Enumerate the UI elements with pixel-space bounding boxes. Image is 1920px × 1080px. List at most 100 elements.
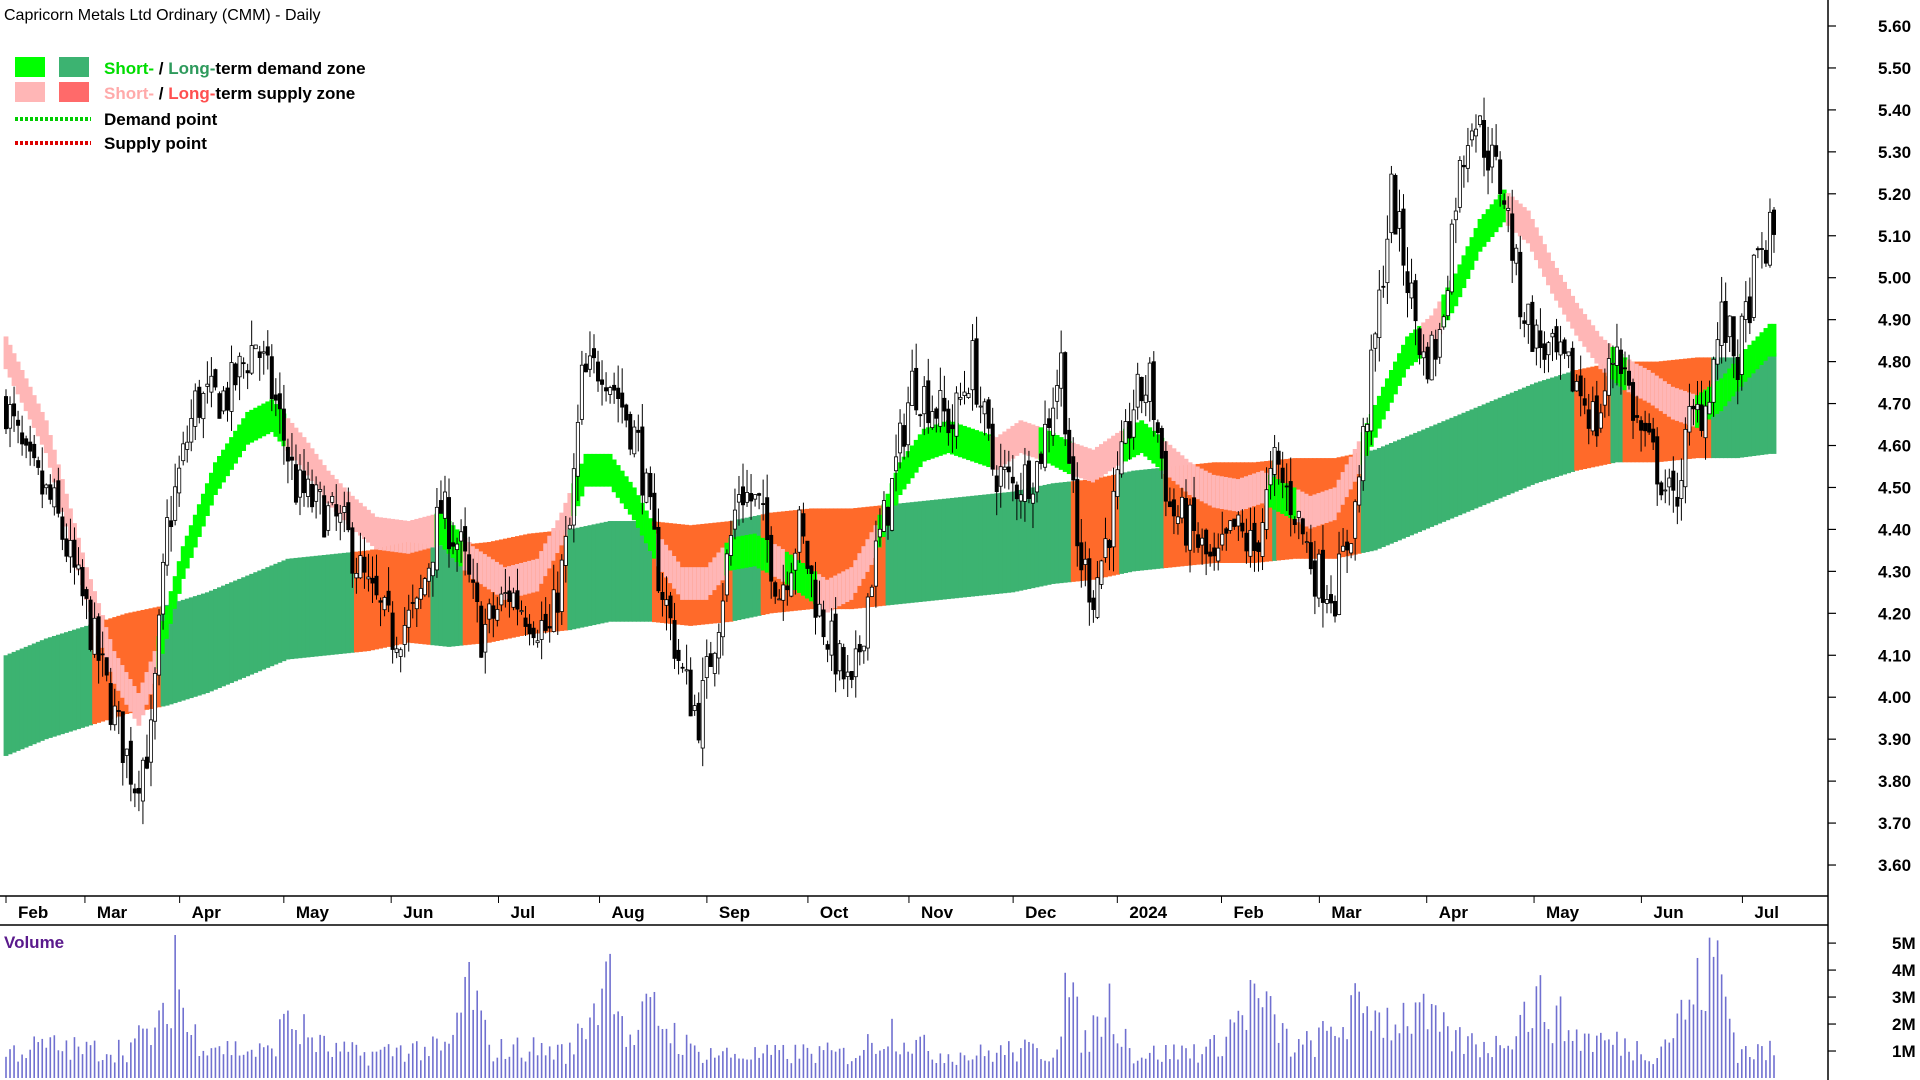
short-zone-slice — [1304, 493, 1310, 527]
short-zone-slice — [1147, 427, 1153, 461]
short-zone-slice — [184, 535, 190, 569]
candle-body — [1445, 290, 1450, 317]
long-zone-slice — [1022, 489, 1028, 590]
candle-body — [1067, 429, 1072, 464]
short-zone-slice — [31, 395, 37, 428]
candle-body — [306, 478, 311, 497]
long-zone-slice — [813, 508, 818, 610]
long-zone-slice — [1090, 479, 1096, 580]
candle-body — [128, 740, 133, 785]
candle-body — [338, 512, 343, 523]
candle-body — [1683, 428, 1688, 488]
candle-body — [225, 387, 230, 411]
long-zone-slice — [1723, 357, 1729, 459]
long-zone-slice — [1376, 448, 1382, 549]
long-zone-slice — [571, 528, 577, 630]
short-zone-slice — [635, 495, 641, 528]
candle-body — [732, 509, 737, 530]
candle-body — [426, 567, 431, 582]
candle-body — [1216, 547, 1221, 562]
long-zone-slice — [631, 521, 637, 622]
short-zone-slice — [1256, 472, 1261, 505]
long-zone-slice — [1751, 355, 1757, 456]
long-zone-slice — [595, 523, 601, 625]
candle-body — [1333, 600, 1338, 617]
candle-body — [1083, 558, 1088, 565]
candle-body — [1079, 542, 1084, 571]
long-zone-slice — [1525, 385, 1531, 487]
candle-body — [1204, 529, 1209, 555]
candle-body — [44, 484, 49, 489]
candle-body — [877, 528, 882, 538]
short-zone-slice — [1678, 389, 1684, 423]
candle-body — [805, 540, 810, 569]
short-zone-slice — [124, 672, 130, 705]
short-zone-slice — [643, 510, 649, 544]
short-zone-slice — [543, 543, 549, 577]
long-zone-slice — [591, 524, 597, 626]
candle-body — [1514, 247, 1519, 264]
long-zone-slice — [1006, 492, 1012, 593]
long-zone-slice — [164, 604, 170, 706]
candle-body — [1679, 480, 1684, 499]
candle-body — [527, 623, 532, 635]
candle-body — [1139, 376, 1144, 402]
candle-body — [1433, 339, 1438, 360]
short-zone-slice — [273, 404, 279, 437]
long-zone-slice — [1445, 419, 1451, 521]
short-zone-slice — [1521, 207, 1527, 240]
short-zone-slice — [498, 564, 504, 598]
long-zone-slice — [1417, 431, 1423, 532]
candle-body — [1441, 316, 1446, 328]
short-zone-slice — [410, 519, 416, 553]
long-zone-slice — [1070, 481, 1076, 582]
short-zone-slice — [442, 516, 448, 550]
short-zone-slice — [1529, 218, 1535, 252]
short-zone-slice — [1493, 199, 1499, 233]
long-zone-slice — [945, 498, 951, 600]
candle-body — [696, 702, 701, 741]
candle-body — [974, 338, 979, 405]
price-tick-label: 4.40 — [1878, 520, 1911, 539]
candle-body — [318, 489, 323, 492]
month-label: Mar — [97, 903, 128, 922]
short-zone-slice — [1376, 395, 1382, 429]
candle-body — [507, 590, 512, 602]
short-zone-slice — [1719, 378, 1725, 412]
long-zone-slice — [1384, 444, 1390, 546]
candle-body — [845, 671, 850, 677]
long-zone-slice — [1578, 369, 1584, 470]
long-zone-slice — [301, 557, 307, 658]
candle-body — [583, 363, 588, 373]
short-zone-slice — [1316, 493, 1322, 526]
short-zone-slice — [1546, 252, 1551, 286]
candle-body — [724, 553, 729, 596]
candle-body — [898, 422, 903, 454]
candle-body — [624, 404, 629, 421]
short-zone-slice — [221, 449, 226, 483]
month-label: Dec — [1025, 903, 1056, 922]
candle-body — [869, 586, 874, 597]
candle-body — [596, 361, 601, 382]
candle-body — [684, 669, 689, 672]
long-zone-slice — [1115, 474, 1120, 575]
long-zone-slice — [1610, 362, 1616, 464]
long-zone-slice — [970, 495, 975, 597]
candle-body — [1200, 537, 1205, 546]
candle-body — [378, 600, 383, 603]
short-zone-slice — [1199, 468, 1205, 502]
long-zone-slice — [128, 612, 134, 714]
short-zone-slice — [426, 515, 432, 549]
candle-body — [930, 411, 935, 429]
candle-body — [1401, 208, 1406, 266]
candle-body — [398, 649, 403, 657]
long-zone-slice — [450, 545, 456, 647]
legend: Short- / Long-term demand zone Short- / … — [15, 57, 366, 153]
candle-body — [1417, 328, 1422, 356]
long-zone-slice — [1457, 414, 1463, 516]
short-zone-slice — [23, 378, 29, 412]
candle-body — [76, 564, 81, 570]
candle-body — [539, 620, 544, 640]
candle-body — [1184, 498, 1189, 546]
long-zone-slice — [1062, 482, 1068, 583]
